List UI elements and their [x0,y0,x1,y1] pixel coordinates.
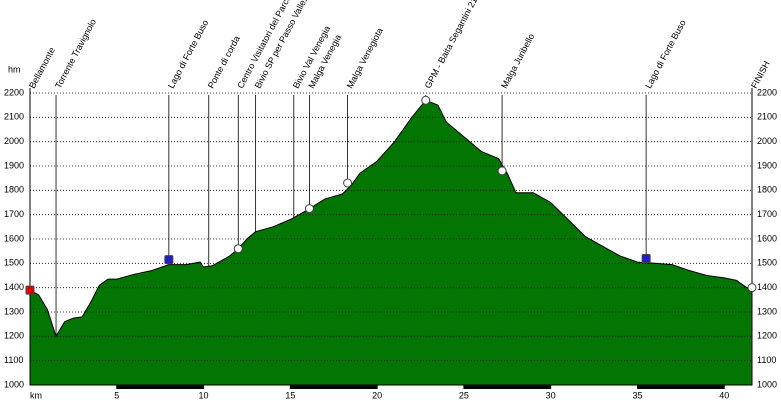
waypoint-label: Malga Juribello [499,32,536,90]
y-tick-label-right: 1700 [757,209,777,219]
x-tick-label: 35 [632,390,642,400]
x-tick-label: 20 [372,390,382,400]
waypoint-icon [233,244,243,254]
y-tick-label: 1300 [4,306,24,316]
y-tick-label: 1500 [4,258,24,268]
y-tick-label-right: 1100 [757,355,776,365]
x-tick-label: 10 [199,390,209,400]
waypoint-label: GPM - Baita Segantini 2170 [423,0,484,90]
y-tick-label-right: 1600 [757,233,777,243]
waypoint-icon [164,255,174,265]
y-axis-label: hm [8,64,21,74]
y-tick-label-right: 1500 [757,258,777,268]
y-tick-label: 1600 [4,233,24,243]
axis-band [463,385,551,389]
x-tick-label: 25 [459,390,469,400]
y-tick-label-right: 1400 [757,282,777,292]
x-tick-label: 5 [114,390,119,400]
waypoint-icon [747,283,757,293]
waypoint-label: Bellamonte [27,46,57,90]
x-tick-label: 30 [546,390,556,400]
y-tick-label-right: 1200 [757,331,777,341]
y-tick-label: 1700 [4,209,24,219]
y-tick-label-right: 1300 [757,306,777,316]
waypoint-icon [304,204,314,214]
y-tick-label-right: 2100 [757,112,777,122]
x-tick-label: 15 [285,390,295,400]
y-tick-label: 1000 [4,379,24,389]
x-axis-label: km [30,390,42,400]
y-tick-label-right: 1900 [757,160,777,170]
waypoint-label: FINISH [749,59,772,90]
waypoint-icon [343,178,353,188]
waypoint-icon [641,253,651,263]
y-tick-label: 2000 [4,136,24,146]
y-tick-label: 1400 [4,282,24,292]
y-tick-label-right: 1800 [757,185,777,195]
waypoint-icon [497,166,507,176]
x-tick-label: 40 [719,390,729,400]
y-tick-label: 2200 [4,87,24,97]
y-tick-label: 1900 [4,160,24,170]
y-tick-label-right: 2000 [757,136,777,146]
axis-band [116,385,204,389]
waypoint-label: Lago di Forte Buso [166,18,211,90]
waypoint-label: Torrente Travignolo [53,17,98,90]
axis-band [637,385,725,389]
y-tick-label-right: 2200 [757,87,777,97]
waypoint-label: Malga Venegiota [345,26,385,90]
y-tick-label: 2100 [4,112,24,122]
y-tick-label: 1100 [4,355,23,365]
axis-band [290,385,378,389]
y-tick-label: 1800 [4,185,24,195]
waypoint-icon [421,95,431,105]
waypoint-label: Lago di Forte Buso [643,18,688,90]
y-tick-label-right: 1000 [757,379,777,389]
elevation-area [29,99,753,386]
waypoint-icon [25,285,35,295]
y-tick-label: 1200 [4,331,24,341]
